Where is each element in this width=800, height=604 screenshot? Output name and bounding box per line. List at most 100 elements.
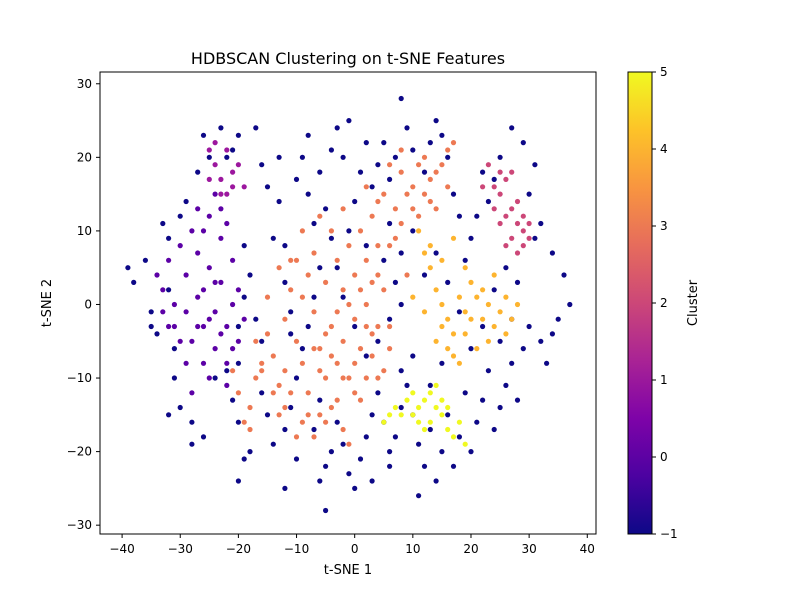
point-cluster--1-49: [282, 279, 288, 285]
point-cluster-2-13: [491, 206, 497, 212]
point-cluster-3-57: [439, 162, 445, 168]
point-cluster--1-182: [398, 368, 404, 374]
x-tick-label: 20: [463, 542, 478, 556]
point-cluster-0-7: [183, 309, 189, 315]
point-cluster-1-9: [241, 184, 247, 190]
point-cluster--1-120: [567, 301, 573, 308]
point-cluster-5-21: [427, 419, 433, 425]
point-cluster-1-0: [206, 176, 212, 182]
point-cluster-0-34: [166, 323, 172, 330]
point-cluster-5-7: [421, 397, 428, 403]
point-cluster--1-179: [439, 360, 445, 366]
point-cluster-0-27: [195, 323, 201, 330]
point-cluster-3-80: [346, 301, 352, 308]
point-cluster--1-160: [363, 353, 369, 359]
point-cluster-0-31: [218, 206, 224, 212]
point-cluster-3-104: [375, 272, 381, 278]
point-cluster-3-15: [299, 228, 305, 234]
y-axis-label: t-SNE 2: [40, 279, 55, 327]
point-cluster--1-12: [177, 213, 183, 219]
point-cluster-3-41: [369, 213, 375, 219]
point-cluster-4-24: [445, 346, 451, 352]
point-cluster-5-12: [450, 434, 457, 440]
point-cluster-5-6: [416, 419, 422, 425]
point-cluster--1-124: [526, 191, 532, 197]
point-cluster--1-30: [235, 419, 241, 425]
point-cluster-0-0: [154, 272, 160, 278]
point-cluster--1-15: [189, 419, 195, 425]
point-cluster-3-94: [259, 368, 265, 374]
point-cluster--1-75: [317, 478, 323, 484]
chart-title: HDBSCAN Clustering on t-SNE Features: [191, 49, 505, 68]
point-cluster--1-121: [549, 250, 556, 256]
point-cluster--1-141: [421, 169, 428, 175]
point-cluster-3-85: [288, 257, 294, 263]
point-cluster--1-21: [218, 125, 224, 131]
point-cluster-3-82: [323, 331, 329, 337]
point-cluster-0-32: [224, 220, 230, 227]
point-cluster-4-17: [514, 301, 521, 308]
point-cluster-4-28: [491, 272, 497, 278]
point-cluster-0-30: [212, 191, 218, 197]
point-cluster--1-175: [503, 265, 509, 271]
point-cluster-3-4: [253, 375, 259, 381]
x-tick-label: 0: [351, 542, 359, 556]
point-cluster-4-7: [456, 294, 462, 300]
point-cluster-2-20: [526, 220, 532, 227]
point-cluster--1-133: [468, 235, 474, 241]
x-tick-label: 30: [521, 542, 536, 556]
point-cluster--1-18: [206, 154, 212, 160]
point-cluster-3-60: [427, 198, 433, 205]
point-cluster-1-8: [230, 184, 236, 190]
point-cluster--1-23: [230, 147, 236, 153]
point-cluster-3-22: [317, 412, 323, 418]
point-cluster-4-11: [480, 316, 486, 322]
point-cluster-3-50: [398, 169, 404, 175]
y-tick-label: 0: [84, 297, 92, 311]
point-cluster--1-100: [445, 412, 451, 418]
point-cluster--1-166: [398, 250, 404, 256]
colorbar-label: Cluster: [686, 279, 701, 326]
point-cluster-3-95: [276, 382, 282, 388]
point-cluster--1-118: [555, 316, 561, 322]
point-cluster-3-101: [340, 375, 346, 381]
point-cluster--1-110: [503, 382, 509, 388]
point-cluster-1-11: [206, 147, 212, 153]
point-cluster--1-37: [241, 243, 247, 249]
point-cluster-3-106: [398, 220, 404, 227]
point-cluster--1-0: [125, 265, 131, 271]
point-cluster--1-90: [392, 434, 398, 440]
point-cluster--1-61: [311, 220, 317, 227]
point-cluster--1-78: [334, 419, 340, 425]
point-cluster-2-8: [514, 250, 521, 256]
point-cluster--1-163: [334, 265, 340, 271]
point-cluster-3-18: [305, 390, 311, 396]
y-tick-label: −10: [67, 371, 92, 385]
point-cluster-3-28: [334, 360, 340, 366]
point-cluster-3-76: [381, 368, 387, 374]
point-cluster--1-34: [247, 272, 253, 278]
point-cluster--1-76: [323, 507, 329, 514]
point-cluster-1-2: [218, 176, 224, 182]
point-cluster--1-167: [410, 228, 416, 234]
point-cluster--1-137: [445, 154, 451, 160]
y-tick-label: 30: [77, 77, 92, 91]
point-cluster-3-78: [369, 279, 375, 285]
point-cluster--1-155: [381, 257, 387, 263]
plot-frame: [99, 71, 597, 535]
point-cluster-0-5: [177, 243, 183, 249]
point-cluster-3-14: [293, 257, 300, 263]
point-cluster--1-70: [305, 323, 311, 330]
point-cluster--1-69: [311, 294, 317, 300]
point-cluster--1-125: [532, 162, 538, 168]
point-cluster-3-92: [247, 404, 253, 411]
point-cluster-3-19: [311, 250, 317, 256]
point-cluster--1-17: [200, 132, 207, 138]
point-cluster-3-39: [363, 257, 369, 263]
point-cluster-3-84: [299, 294, 305, 300]
point-cluster-3-23: [323, 279, 329, 285]
point-cluster--1-94: [416, 441, 422, 447]
point-cluster--1-35: [241, 294, 247, 300]
point-cluster--1-126: [520, 140, 526, 146]
point-cluster-3-97: [293, 434, 300, 440]
